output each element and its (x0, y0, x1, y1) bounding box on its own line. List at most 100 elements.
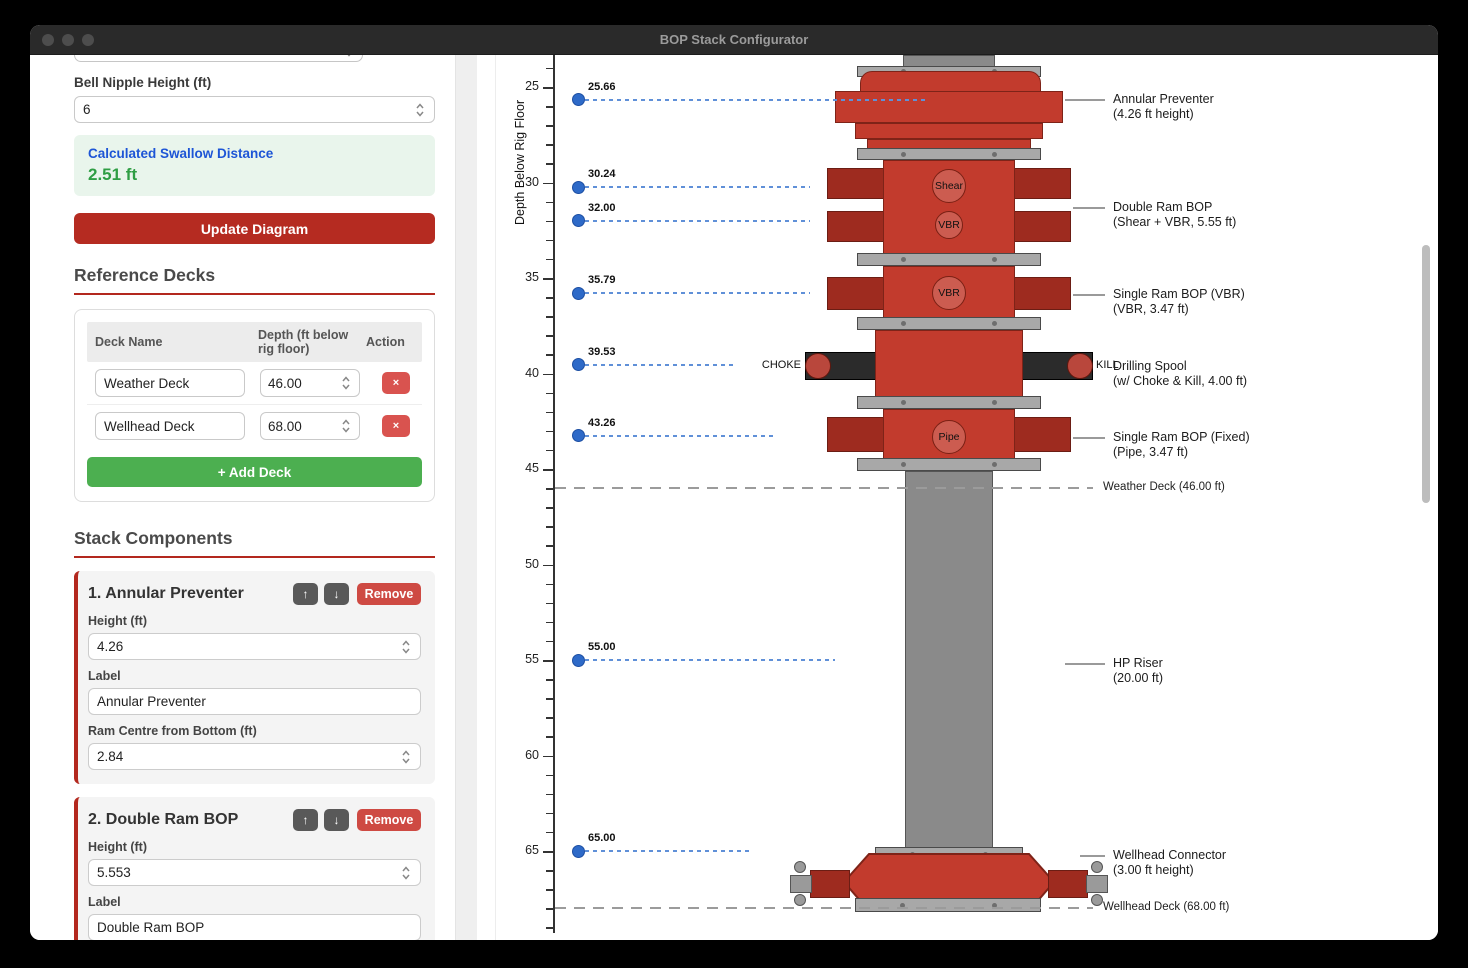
move-down-button[interactable]: ↓ (324, 583, 349, 605)
component-field-stepper[interactable] (400, 639, 412, 654)
component-annotation-name: Drilling Spool (1113, 359, 1187, 373)
app-window: BOP Stack Configurator Spin Bell Nipple … (30, 25, 1438, 940)
deck-depth-stepper[interactable] (340, 376, 352, 390)
component-field-label: Ram Centre from Bottom (ft) (88, 724, 257, 738)
bell-nipple-label: Bell Nipple Height (ft) (74, 75, 212, 90)
depth-marker-label: 65.00 (588, 832, 616, 844)
y-axis-major-tick (543, 87, 553, 89)
spool-bottom-flange (857, 396, 1041, 409)
move-up-button[interactable]: ↑ (293, 583, 318, 605)
y-axis-minor-tick (546, 793, 553, 796)
bell-nipple-stepper[interactable] (414, 102, 426, 117)
depth-marker-line (585, 434, 777, 437)
component-field-input[interactable] (97, 865, 400, 880)
deck-depth-stepper[interactable] (340, 419, 352, 433)
sidebar-scrollbar-track[interactable] (455, 55, 477, 940)
add-deck-button[interactable]: + Add Deck (87, 457, 422, 487)
clipped-top-row: Spin (74, 55, 435, 62)
deck-table-row: × (87, 404, 422, 447)
shear-ram-right-bonnet (1013, 168, 1071, 199)
component-field (88, 914, 421, 940)
component-field (88, 688, 421, 715)
deck-reference-line (555, 487, 1093, 490)
clipped-select[interactable] (74, 55, 363, 62)
component-field-input[interactable] (97, 694, 412, 709)
bell-nipple-input[interactable] (83, 102, 414, 117)
component-field-input[interactable] (97, 920, 412, 935)
vbr-ram-right-bonnet (1013, 211, 1071, 242)
y-axis-minor-tick (546, 201, 553, 204)
component-card: 1. Annular Preventer ↑ ↓ Remove Height (ft) L… (74, 571, 435, 784)
y-axis-line (553, 55, 555, 933)
y-axis-tick-label: 55 (525, 652, 539, 666)
deck-depth-column-header: Depth (ft below rig floor) (258, 328, 349, 356)
depth-marker-dot (571, 429, 585, 443)
deck-depth-input[interactable] (268, 418, 328, 434)
component-title: 2. Double Ram BOP (88, 811, 239, 828)
depth-marker-dot (571, 653, 585, 667)
component-annotation: HP Riser (20.00 ft) (1113, 656, 1163, 686)
deck-action-column-header: Action (366, 335, 405, 349)
y-axis-tick-label: 40 (525, 365, 539, 380)
reference-decks-card: Deck Name Depth (ft below rig floor) Act… (74, 309, 435, 502)
title-bar: BOP Stack Configurator (30, 25, 1438, 55)
y-axis-tick-label: 65 (525, 843, 539, 857)
component-annotation: Single Ram BOP (VBR) (VBR, 3.47 ft) (1113, 287, 1245, 317)
remove-component-button[interactable]: Remove (357, 809, 421, 831)
plot-left-border (495, 55, 496, 940)
choke-valve-circle (805, 353, 831, 379)
component-field-stepper[interactable] (400, 749, 412, 764)
depth-marker-line (585, 363, 737, 366)
depth-marker-label: 30.24 (588, 168, 616, 181)
y-axis-minor-tick (546, 335, 553, 337)
y-axis-minor-tick (546, 449, 553, 452)
delete-deck-button[interactable]: × (382, 415, 410, 437)
close-window-icon[interactable] (42, 33, 54, 46)
annotation-leader-line (1080, 855, 1105, 857)
single-vbr-bottom-flange (857, 317, 1041, 330)
depth-marker-line (585, 186, 810, 189)
depth-marker-label: 55.00 (588, 641, 616, 653)
y-axis-minor-tick (546, 640, 553, 643)
minimize-window-icon[interactable] (62, 33, 74, 46)
depth-marker-dot (571, 93, 585, 107)
move-up-button[interactable]: ↑ (293, 809, 318, 831)
deck-depth-input[interactable] (268, 375, 328, 391)
annular-lower-shape (855, 123, 1043, 139)
update-diagram-button[interactable]: Update Diagram (74, 213, 435, 244)
deck-table-header: Deck Name Depth (ft below rig floor) Act… (87, 322, 422, 362)
pipe-ram-left-bonnet (827, 417, 885, 452)
pipe-ram-circle: Pipe (932, 420, 966, 454)
delete-deck-button[interactable]: × (382, 372, 410, 394)
depth-marker-dot (571, 286, 585, 300)
connector-left-valve (810, 870, 850, 898)
y-axis-minor-tick (546, 239, 553, 242)
y-axis-minor-tick (546, 125, 553, 127)
window-scrollbar-thumb[interactable] (1422, 245, 1430, 503)
y-axis-minor-tick (546, 144, 553, 146)
deck-table-row: × (87, 362, 422, 404)
remove-component-button[interactable]: Remove (357, 583, 421, 605)
component-card-header: 2. Double Ram BOP ↑ ↓ Remove (88, 809, 421, 831)
annotation-leader-line (1073, 207, 1105, 209)
move-down-button[interactable]: ↓ (324, 809, 349, 831)
component-field-label: Height (ft) (88, 840, 148, 854)
maximize-window-icon[interactable] (82, 33, 94, 46)
window-title: BOP Stack Configurator (659, 32, 809, 47)
component-field-stepper[interactable] (400, 865, 412, 880)
component-field-input[interactable] (97, 749, 400, 764)
connector-left-fitting (790, 875, 812, 893)
component-annotation-sub: (4.26 ft height) (1113, 107, 1194, 121)
single-vbr-left-bonnet (827, 277, 885, 310)
component-field-input[interactable] (97, 639, 400, 654)
deck-name-input[interactable] (95, 412, 245, 440)
component-annotation-sub: (Shear + VBR, 5.55 ft) (1113, 215, 1237, 229)
swallow-distance-box: Calculated Swallow Distance 2.51 ft (74, 135, 435, 196)
y-axis-tick-label: 25 (525, 79, 539, 93)
annotation-leader-line (1065, 99, 1105, 101)
y-axis-minor-tick (546, 392, 553, 395)
right-fitting-ball-bottom (1091, 894, 1103, 906)
deck-depth-field (260, 412, 360, 440)
deck-name-input[interactable] (95, 369, 245, 397)
deck-reference-label: Wellhead Deck (68.00 ft) (1103, 901, 1230, 914)
